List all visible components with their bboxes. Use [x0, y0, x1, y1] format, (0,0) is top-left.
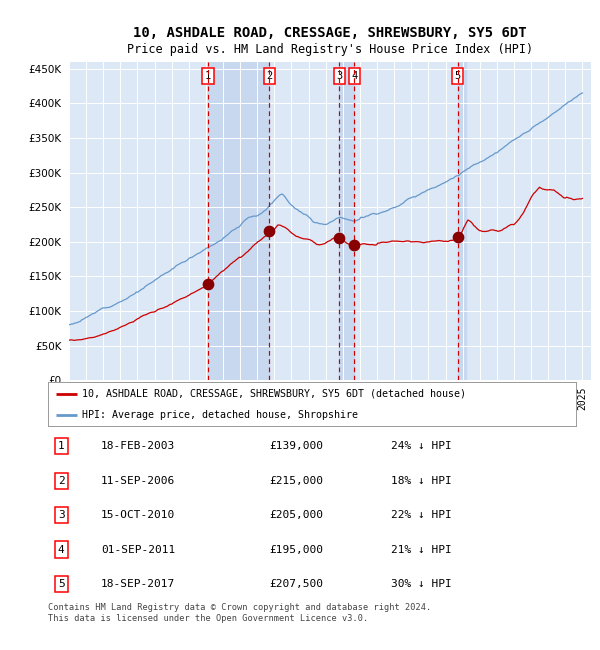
- Text: 2: 2: [58, 476, 65, 486]
- Text: £207,500: £207,500: [270, 579, 324, 589]
- Point: [203, 279, 213, 289]
- Text: 01-SEP-2011: 01-SEP-2011: [101, 545, 175, 554]
- Text: 15-OCT-2010: 15-OCT-2010: [101, 510, 175, 520]
- Text: 18-SEP-2017: 18-SEP-2017: [101, 579, 175, 589]
- Text: £215,000: £215,000: [270, 476, 324, 486]
- Text: HPI: Average price, detached house, Shropshire: HPI: Average price, detached house, Shro…: [82, 410, 358, 420]
- Text: 4: 4: [58, 545, 65, 554]
- Text: Price paid vs. HM Land Registry's House Price Index (HPI): Price paid vs. HM Land Registry's House …: [127, 43, 533, 56]
- Text: 5: 5: [58, 579, 65, 589]
- Text: 5: 5: [455, 71, 461, 81]
- Text: 1: 1: [58, 441, 65, 451]
- Point: [350, 240, 359, 250]
- Bar: [458, 62, 466, 380]
- Point: [334, 233, 344, 244]
- Text: 3: 3: [336, 71, 343, 81]
- Text: 4: 4: [351, 71, 358, 81]
- Text: 1: 1: [205, 71, 211, 81]
- Text: 10, ASHDALE ROAD, CRESSAGE, SHREWSBURY, SY5 6DT: 10, ASHDALE ROAD, CRESSAGE, SHREWSBURY, …: [133, 26, 527, 40]
- Bar: [208, 62, 269, 380]
- Text: Contains HM Land Registry data © Crown copyright and database right 2024.
This d: Contains HM Land Registry data © Crown c…: [48, 603, 431, 623]
- Text: 2: 2: [266, 71, 272, 81]
- Bar: [339, 62, 355, 380]
- Text: 11-SEP-2006: 11-SEP-2006: [101, 476, 175, 486]
- Text: 24% ↓ HPI: 24% ↓ HPI: [391, 441, 452, 451]
- Text: 18% ↓ HPI: 18% ↓ HPI: [391, 476, 452, 486]
- Text: £139,000: £139,000: [270, 441, 324, 451]
- Point: [453, 231, 463, 242]
- Text: 18-FEB-2003: 18-FEB-2003: [101, 441, 175, 451]
- Text: 30% ↓ HPI: 30% ↓ HPI: [391, 579, 452, 589]
- Point: [265, 226, 274, 237]
- Text: 10, ASHDALE ROAD, CRESSAGE, SHREWSBURY, SY5 6DT (detached house): 10, ASHDALE ROAD, CRESSAGE, SHREWSBURY, …: [82, 389, 466, 399]
- Text: £195,000: £195,000: [270, 545, 324, 554]
- Text: £205,000: £205,000: [270, 510, 324, 520]
- Text: 3: 3: [58, 510, 65, 520]
- Text: 21% ↓ HPI: 21% ↓ HPI: [391, 545, 452, 554]
- Text: 22% ↓ HPI: 22% ↓ HPI: [391, 510, 452, 520]
